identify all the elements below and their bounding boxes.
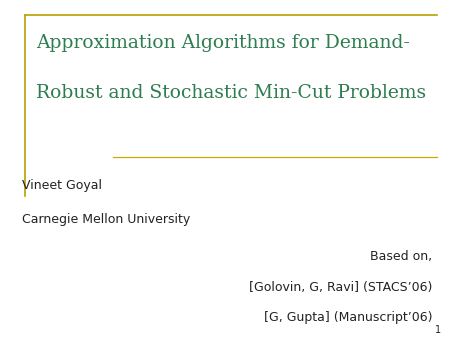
Text: Carnegie Mellon University: Carnegie Mellon University [22,213,191,226]
Text: Based on,: Based on, [370,250,432,263]
Text: [Golovin, G, Ravi] (STACS’06): [Golovin, G, Ravi] (STACS’06) [248,281,432,293]
Text: 1: 1 [435,324,441,335]
Text: Robust and Stochastic Min-Cut Problems: Robust and Stochastic Min-Cut Problems [36,84,426,102]
Text: Approximation Algorithms for Demand-: Approximation Algorithms for Demand- [36,34,410,52]
Text: [G, Gupta] (Manuscript’06): [G, Gupta] (Manuscript’06) [264,311,432,324]
Text: Vineet Goyal: Vineet Goyal [22,179,103,192]
